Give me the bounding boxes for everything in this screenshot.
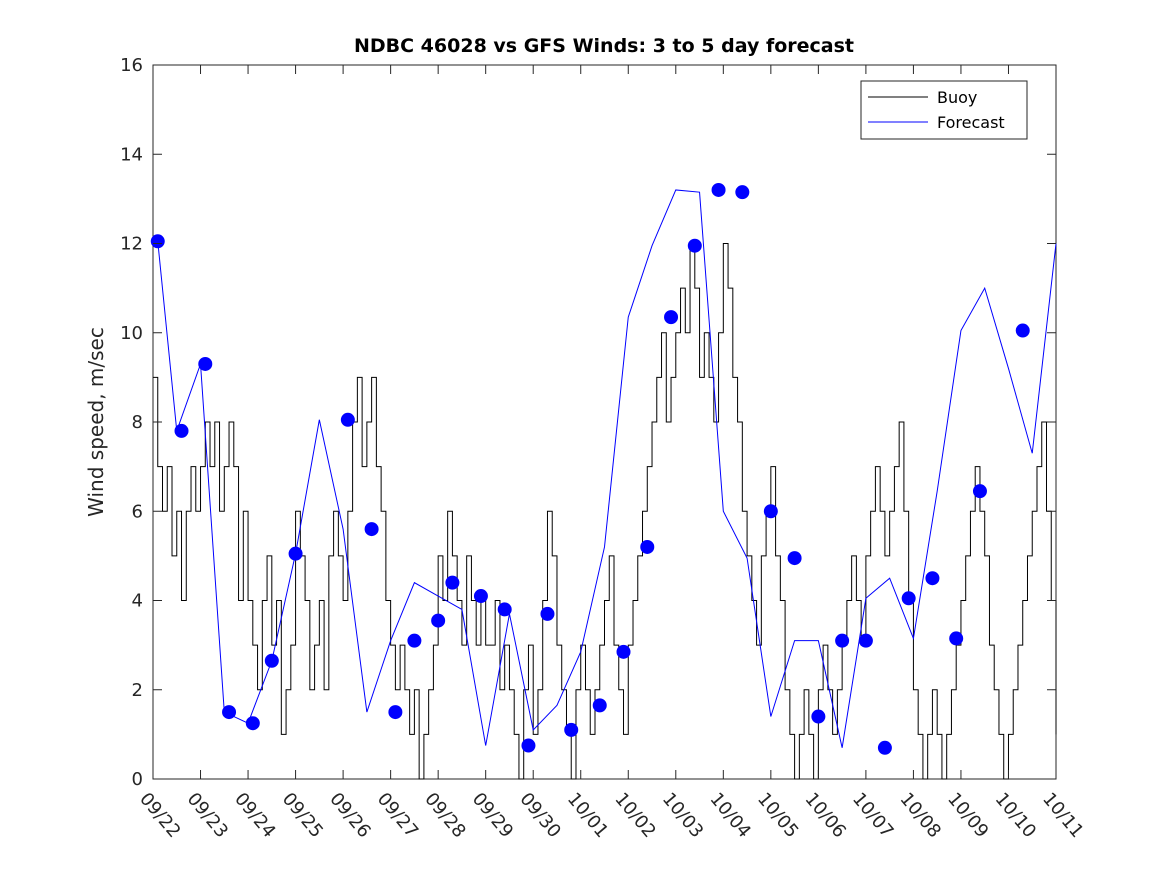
forecast-marker [901, 591, 916, 606]
y-tick-label: 0 [132, 769, 143, 790]
legend-buoy-label: Buoy [937, 88, 977, 107]
plot-area [152, 64, 1057, 780]
forecast-marker [877, 740, 892, 755]
forecast-marker [687, 238, 702, 253]
forecast-marker [735, 185, 750, 200]
forecast-marker [640, 539, 655, 554]
forecast-marker [564, 722, 579, 737]
forecast-marker [222, 705, 237, 720]
y-tick-label: 12 [120, 234, 143, 255]
forecast-markers [150, 182, 1030, 755]
forecast-marker [340, 412, 355, 427]
forecast-marker [497, 602, 512, 617]
legend-box [860, 80, 1028, 140]
forecast-marker [198, 356, 213, 371]
forecast-marker [949, 631, 964, 646]
forecast-marker [592, 698, 607, 713]
forecast-marker [925, 571, 940, 586]
buoy-series [153, 243, 1057, 780]
forecast-marker [431, 613, 446, 628]
forecast-marker [540, 606, 555, 621]
y-tick-label: 6 [132, 501, 143, 522]
forecast-marker [264, 653, 279, 668]
forecast-marker [407, 633, 422, 648]
y-tick-label: 16 [120, 55, 143, 76]
y-tick-label: 8 [132, 412, 143, 433]
forecast-series [157, 189, 1057, 748]
forecast-marker [835, 633, 850, 648]
forecast-marker [711, 182, 726, 197]
legend: Buoy Forecast [860, 80, 1028, 140]
forecast-marker [616, 644, 631, 659]
y-tick-label: 14 [120, 144, 143, 165]
forecast-marker [388, 705, 403, 720]
forecast-marker [174, 423, 189, 438]
forecast-marker [445, 575, 460, 590]
forecast-marker [1015, 323, 1030, 338]
forecast-marker [972, 484, 987, 499]
forecast-marker [664, 310, 679, 325]
axes-box [152, 64, 1057, 780]
buoy-line [153, 243, 1057, 780]
y-tick-label: 10 [120, 323, 143, 344]
forecast-marker [811, 709, 826, 724]
y-tick-label: 4 [132, 591, 143, 612]
forecast-marker [521, 738, 536, 753]
y-tick-label: 2 [132, 680, 143, 701]
forecast-marker [858, 633, 873, 648]
chart-title: NDBC 46028 vs GFS Winds: 3 to 5 day fore… [354, 35, 854, 57]
forecast-marker [150, 234, 165, 249]
forecast-marker [473, 589, 488, 604]
forecast-marker [763, 504, 778, 519]
y-axis-label: Wind speed, m/sec [84, 327, 108, 517]
forecast-line [157, 189, 1057, 748]
forecast-marker [245, 716, 260, 731]
forecast-marker [364, 522, 379, 537]
forecast-marker [787, 551, 802, 566]
forecast-marker [288, 546, 303, 561]
legend-forecast-label: Forecast [937, 113, 1005, 132]
